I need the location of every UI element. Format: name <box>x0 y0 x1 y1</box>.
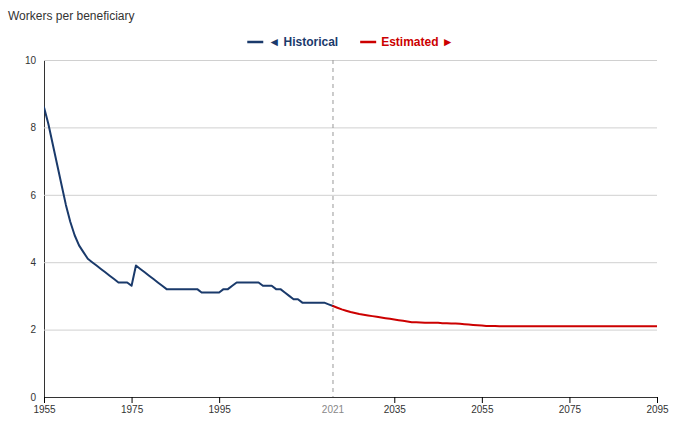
x-tick: 1975 <box>121 397 144 415</box>
chart-svg: 0 2 4 6 8 10 1955 1975 1995 2035 2055 2075 2095 2021 W… <box>0 0 683 437</box>
series-line <box>333 306 657 326</box>
tick-mark <box>219 397 220 403</box>
legend-item: Estimated ► <box>360 35 454 49</box>
series-line <box>44 107 333 306</box>
x-tick-label: 2075 <box>559 404 582 415</box>
grid-line <box>44 262 657 263</box>
y-tick-label: 2 <box>30 324 36 335</box>
x-tick-label: 1975 <box>121 404 144 415</box>
tick-mark <box>569 397 570 403</box>
legend-label: Estimated ► <box>381 35 454 49</box>
tick-mark <box>657 397 658 403</box>
y-tick-label: 4 <box>30 257 36 268</box>
tick-mark <box>394 397 395 403</box>
grid-line <box>44 330 657 331</box>
tick-mark <box>44 397 45 403</box>
tick-mark <box>482 397 483 403</box>
y-tick-label: 0 <box>30 392 36 403</box>
x-tick: 1955 <box>33 397 56 415</box>
y-axis-title: Workers per beneficiary <box>8 9 135 23</box>
y-tick-label: 6 <box>30 190 36 201</box>
x-tick-label: 2055 <box>471 404 494 415</box>
x-axis: 1955 1975 1995 2035 2055 2075 2095 <box>33 397 669 415</box>
y-tick-label: 10 <box>25 55 37 66</box>
y-axis: 0 2 4 6 8 10 <box>25 55 657 403</box>
legend-swatch <box>360 41 376 44</box>
grid-line <box>44 60 657 61</box>
legend-label: ◄ Historical <box>268 35 338 49</box>
divider-label: 2021 <box>322 404 345 415</box>
y-tick: 8 <box>30 122 657 133</box>
x-tick: 1995 <box>209 397 232 415</box>
plot-area: 0 2 4 6 8 10 1955 1975 1995 2035 2055 2075 2095 2021 <box>25 55 669 415</box>
x-tick-label: 2035 <box>384 404 407 415</box>
y-tick: 4 <box>30 257 657 268</box>
chart-container: 0 2 4 6 8 10 1955 1975 1995 2035 2055 2075 2095 2021 W… <box>0 0 683 437</box>
x-tick: 2055 <box>471 397 494 415</box>
x-tick: 2035 <box>384 397 407 415</box>
grid-line <box>44 127 657 128</box>
x-tick: 2095 <box>646 397 669 415</box>
y-tick: 6 <box>30 190 657 201</box>
y-tick: 10 <box>25 55 657 66</box>
tick-mark <box>132 397 133 403</box>
x-tick-label: 2095 <box>646 404 669 415</box>
y-tick: 0 <box>30 392 657 403</box>
grid-line <box>44 195 657 196</box>
divider-line <box>332 60 333 397</box>
legend-item: ◄ Historical <box>247 35 338 49</box>
y-tick-label: 8 <box>30 122 36 133</box>
x-tick-label: 1995 <box>209 404 232 415</box>
x-tick: 2075 <box>559 397 582 415</box>
legend: ◄ Historical Estimated ► <box>247 35 453 49</box>
x-tick-label: 1955 <box>33 404 56 415</box>
marks <box>44 60 657 397</box>
legend-swatch <box>247 41 263 44</box>
x-axis-line <box>45 398 658 404</box>
